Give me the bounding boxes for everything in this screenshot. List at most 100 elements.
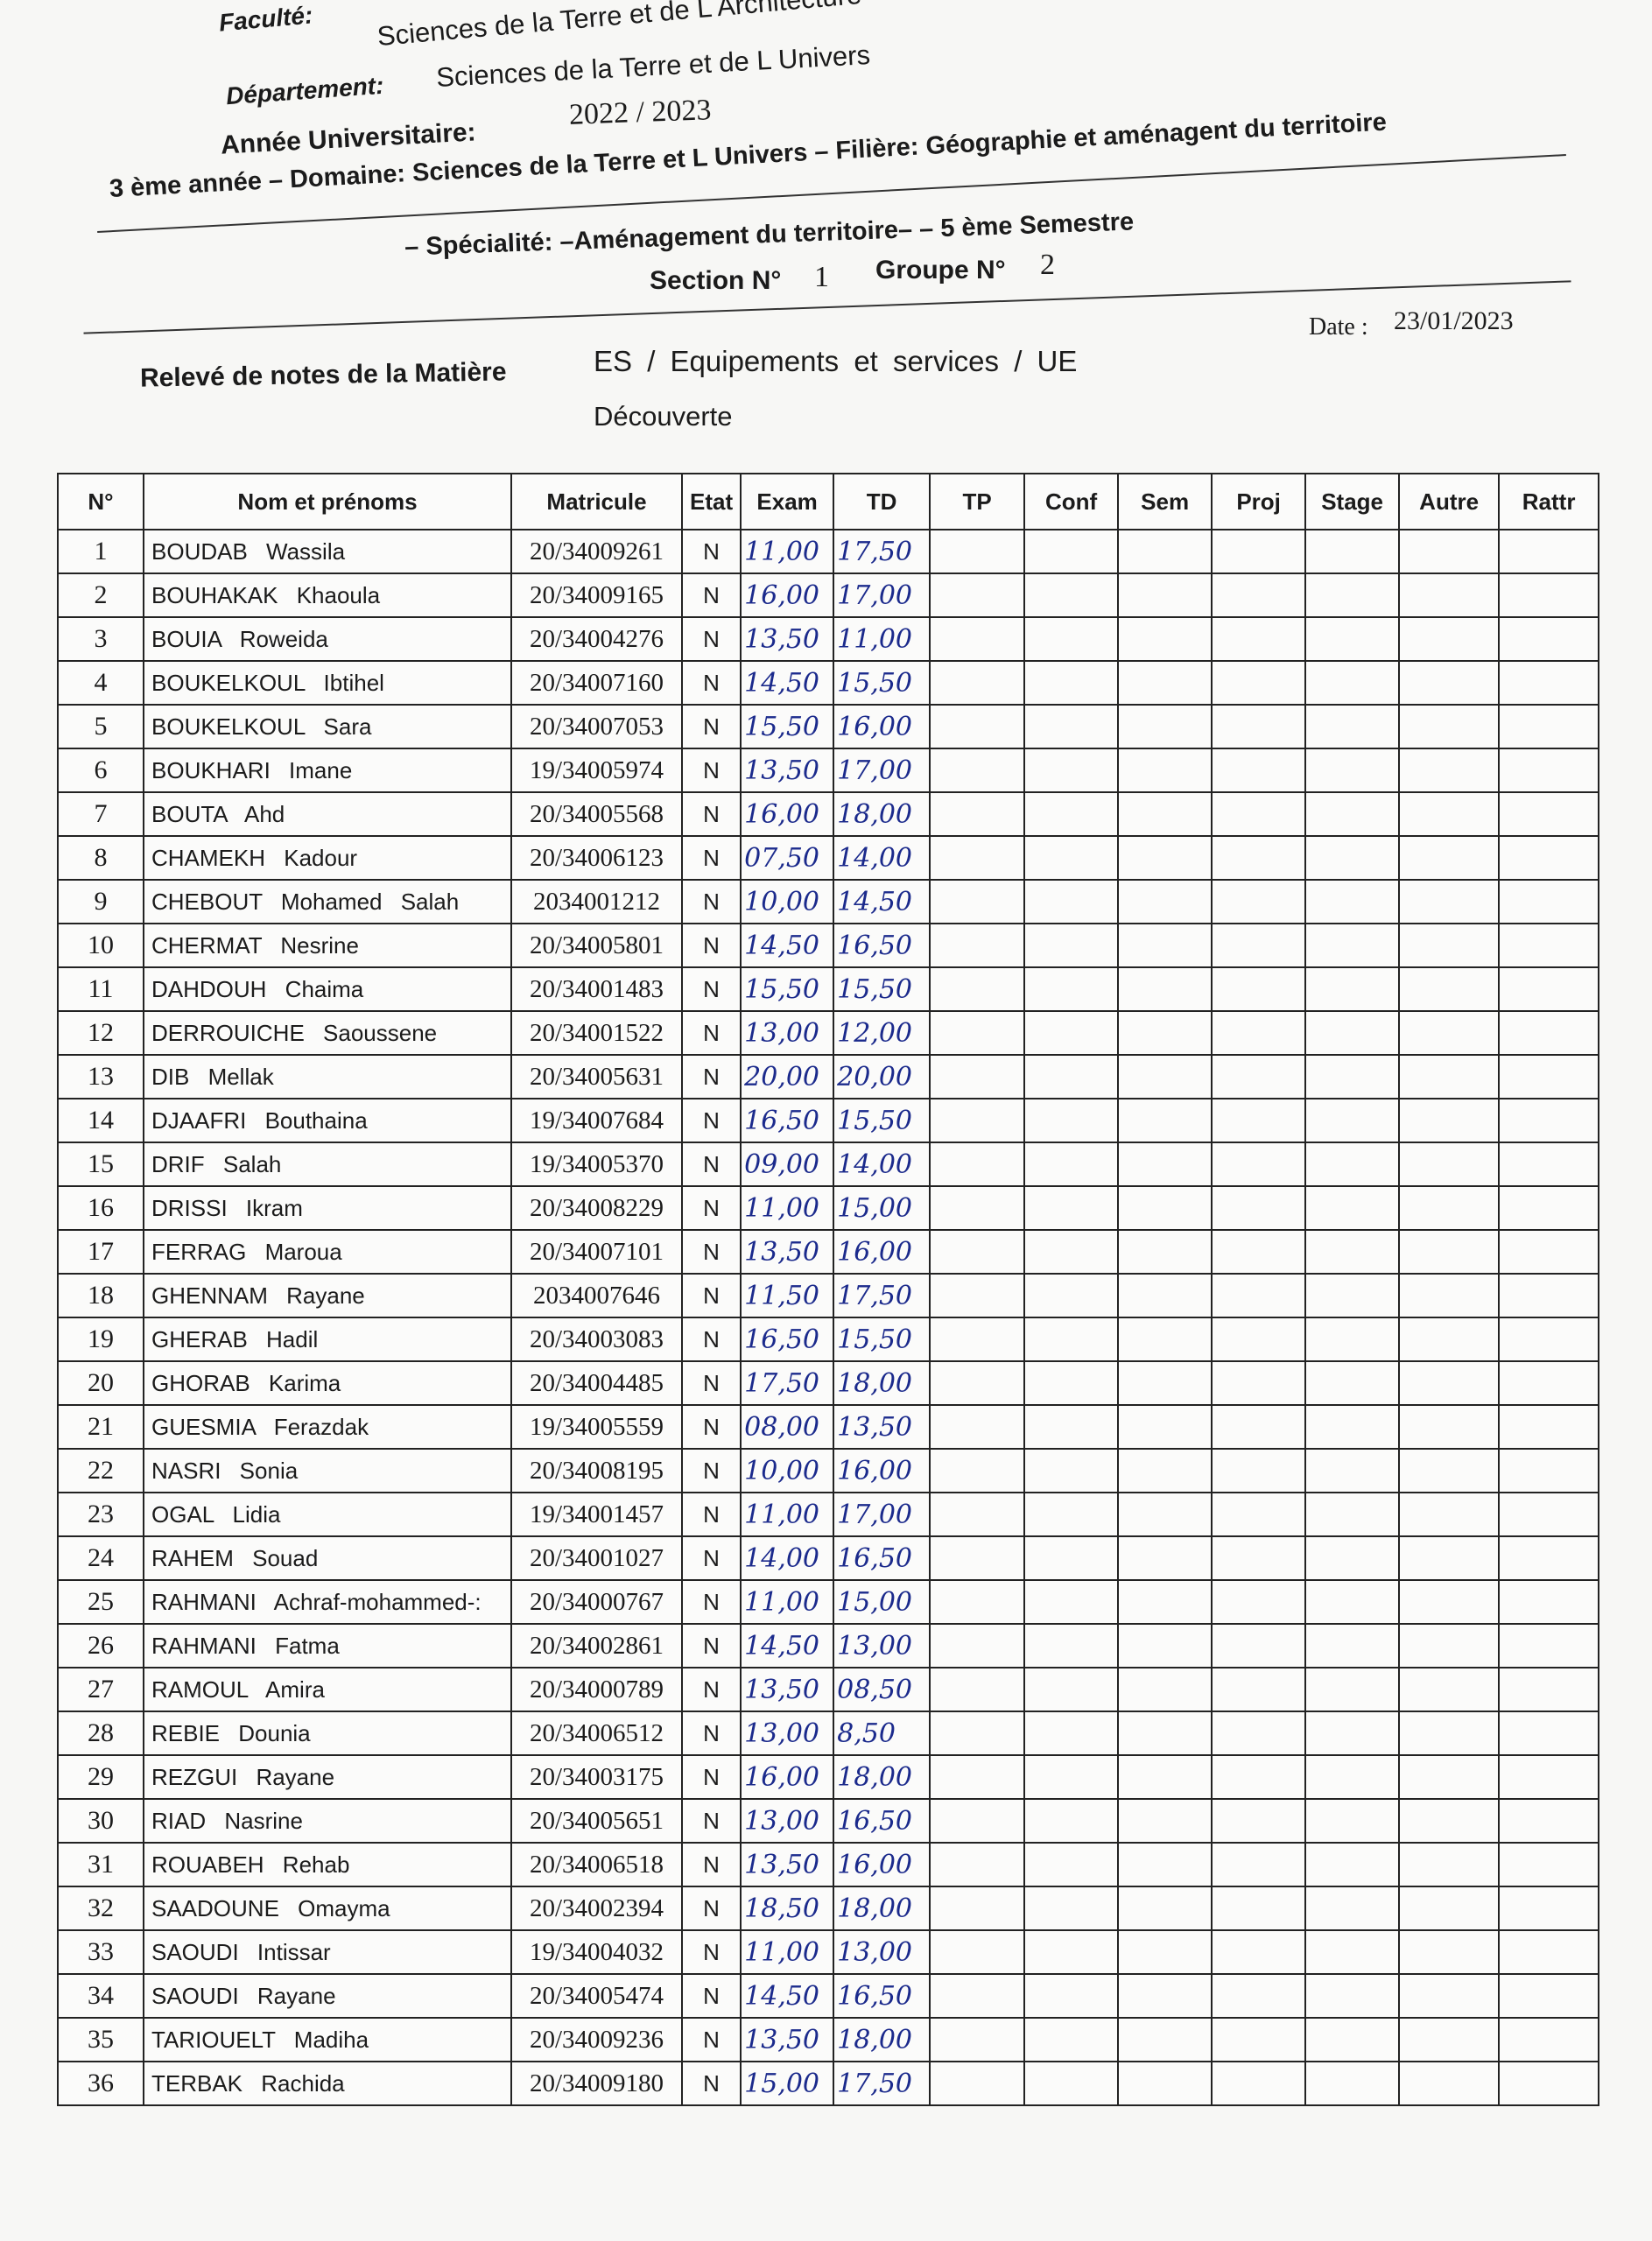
cell-name: BOUKELKOUL Ibtihel xyxy=(143,660,512,706)
student-row: 17 FERRAG Maroua 20/34007101 N 13,50 16,00 xyxy=(57,1229,1600,1275)
student-row: 5 BOUKELKOUL Sara 20/34007053 N 15,50 16,00 xyxy=(57,704,1600,749)
empty-cell xyxy=(1023,1142,1120,1187)
empty-cell xyxy=(1398,2017,1501,2062)
cell-exam: 11,00 xyxy=(740,529,835,574)
empty-cell xyxy=(929,1185,1026,1231)
empty-cell xyxy=(1398,1054,1501,1099)
cell-etat: N xyxy=(680,1142,742,1187)
empty-cell xyxy=(929,1098,1026,1143)
empty-cell xyxy=(1211,1535,1307,1581)
student-row: 32 SAADOUNE Omayma 20/34002394 N 18,50 18,00 xyxy=(57,1886,1600,1931)
empty-cell xyxy=(1117,1273,1213,1318)
empty-cell xyxy=(1023,616,1120,662)
empty-cell xyxy=(929,1886,1026,1931)
empty-cell xyxy=(1498,529,1600,574)
empty-cell xyxy=(1023,573,1120,618)
empty-cell xyxy=(1398,1579,1501,1625)
empty-cell xyxy=(1117,1448,1213,1493)
empty-cell xyxy=(1498,1273,1600,1318)
student-row: 7 BOUTA Ahd 20/34005568 N 16,00 18,00 xyxy=(57,791,1600,837)
cell-etat: N xyxy=(680,1623,742,1668)
empty-cell xyxy=(929,1404,1026,1450)
empty-cell xyxy=(929,966,1026,1012)
cell-td: 8,50 xyxy=(833,1711,931,1756)
subject-label: Relevé de notes de la Matière xyxy=(139,357,507,393)
cell-matricule: 20/34004276 xyxy=(510,616,683,662)
column-header: Sem xyxy=(1117,473,1213,530)
empty-cell xyxy=(1398,1360,1501,1406)
cell-no: 23 xyxy=(57,1492,144,1537)
empty-cell xyxy=(1304,1492,1401,1537)
cell-matricule: 20/34005801 xyxy=(510,923,683,968)
empty-cell xyxy=(1023,1098,1120,1143)
empty-cell xyxy=(1398,1623,1501,1668)
cell-td: 17,00 xyxy=(833,1492,931,1537)
cell-etat: N xyxy=(680,923,742,968)
empty-cell xyxy=(929,660,1026,706)
empty-cell xyxy=(1211,1054,1307,1099)
empty-cell xyxy=(929,573,1026,618)
empty-cell xyxy=(929,1711,1026,1756)
cell-no: 35 xyxy=(57,2017,144,2062)
empty-cell xyxy=(929,2017,1026,2062)
cell-exam: 16,50 xyxy=(740,1317,835,1362)
cell-no: 5 xyxy=(57,704,144,749)
cell-etat: N xyxy=(680,1054,742,1099)
empty-cell xyxy=(1498,791,1600,837)
section-label: Section N° xyxy=(650,266,782,295)
cell-matricule: 20/34007053 xyxy=(510,704,683,749)
cell-exam: 13,00 xyxy=(740,1711,835,1756)
cell-td: 20,00 xyxy=(833,1054,931,1099)
student-row: 13 DIB Mellak 20/34005631 N 20,00 20,00 xyxy=(57,1054,1600,1099)
empty-cell xyxy=(1498,1886,1600,1931)
student-row: 34 SAOUDI Rayane 20/34005474 N 14,50 16,50 xyxy=(57,1973,1600,2019)
empty-cell xyxy=(1023,879,1120,924)
empty-cell xyxy=(1023,1010,1120,1056)
empty-cell xyxy=(1498,1360,1600,1406)
empty-cell xyxy=(1398,573,1501,618)
empty-cell xyxy=(1398,1448,1501,1493)
cell-etat: N xyxy=(680,1448,742,1493)
group-value: 2 xyxy=(1040,249,1055,281)
cell-name: DERROUICHE Saoussene xyxy=(143,1010,512,1056)
cell-no: 2 xyxy=(57,573,144,618)
empty-cell xyxy=(1023,1623,1120,1668)
empty-cell xyxy=(1398,1404,1501,1450)
cell-no: 9 xyxy=(57,879,144,924)
empty-cell xyxy=(929,704,1026,749)
empty-cell xyxy=(1117,2017,1213,2062)
student-row: 1 BOUDAB Wassila 20/34009261 N 11,00 17,50 xyxy=(57,529,1600,574)
empty-cell xyxy=(929,529,1026,574)
cell-exam: 11,00 xyxy=(740,1492,835,1537)
column-header: Conf xyxy=(1023,473,1120,530)
cell-no: 26 xyxy=(57,1623,144,1668)
empty-cell xyxy=(929,1142,1026,1187)
student-row: 30 RIAD Nasrine 20/34005651 N 13,00 16,50 xyxy=(57,1798,1600,1844)
empty-cell xyxy=(1304,835,1401,881)
cell-exam: 11,50 xyxy=(740,1273,835,1318)
year-label: Année Universitaire: xyxy=(220,117,477,160)
cell-no: 7 xyxy=(57,791,144,837)
grades-table: N° Nom et prénoms Matricule Etat Exam TD TP Con… xyxy=(57,473,1600,2106)
empty-cell xyxy=(1498,879,1600,924)
cell-etat: N xyxy=(680,748,742,793)
empty-cell xyxy=(1304,1579,1401,1625)
column-header: Nom et prénoms xyxy=(143,473,512,530)
empty-cell xyxy=(1398,879,1501,924)
cell-name: REZGUI Rayane xyxy=(143,1754,512,1800)
cell-matricule: 20/34007160 xyxy=(510,660,683,706)
empty-cell xyxy=(1023,966,1120,1012)
cell-exam: 11,00 xyxy=(740,1185,835,1231)
student-row: 29 REZGUI Rayane 20/34003175 N 16,00 18,00 xyxy=(57,1754,1600,1800)
empty-cell xyxy=(1023,1404,1120,1450)
student-row: 19 GHERAB Hadil 20/34003083 N 16,50 15,50 xyxy=(57,1317,1600,1362)
cell-name: OGAL Lidia xyxy=(143,1492,512,1537)
cell-name: FERRAG Maroua xyxy=(143,1229,512,1275)
empty-cell xyxy=(1117,1360,1213,1406)
cell-matricule: 20/34001522 xyxy=(510,1010,683,1056)
cell-etat: N xyxy=(680,1886,742,1931)
cell-td: 14,00 xyxy=(833,835,931,881)
cell-exam: 14,00 xyxy=(740,1535,835,1581)
cell-etat: N xyxy=(680,573,742,618)
empty-cell xyxy=(1498,1973,1600,2019)
